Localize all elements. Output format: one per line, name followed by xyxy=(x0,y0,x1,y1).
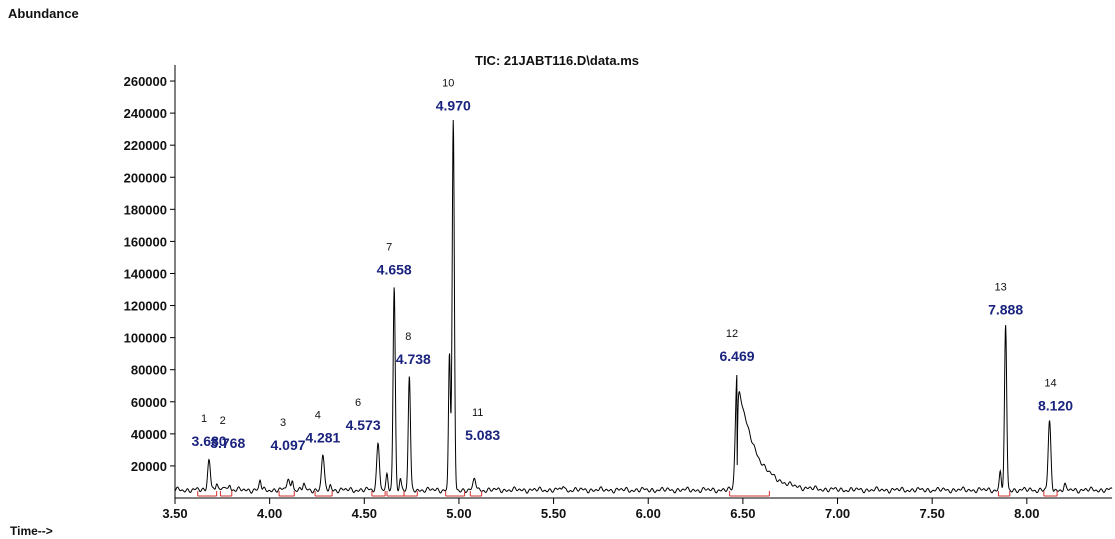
ticks: 2000040000600008000010000012000014000016… xyxy=(124,74,1040,521)
y-axis-label: Abundance xyxy=(8,6,79,21)
peak-rt-label: 4.097 xyxy=(270,437,305,453)
x-tick-label: 4.50 xyxy=(352,506,377,521)
baseline-group xyxy=(197,491,1058,497)
trace-group xyxy=(174,120,1113,494)
tic-trace-line xyxy=(174,120,1113,494)
y-tick-label: 60000 xyxy=(131,395,167,410)
axes xyxy=(174,65,1112,499)
y-tick-label: 200000 xyxy=(124,170,167,185)
x-tick-label: 7.50 xyxy=(920,506,945,521)
x-tick-label: 5.00 xyxy=(446,506,471,521)
peak-rt-label: 8.120 xyxy=(1038,398,1073,414)
peak-rt-label: 5.083 xyxy=(465,427,500,443)
peak-number-label: 3 xyxy=(280,417,286,429)
y-tick-label: 160000 xyxy=(124,234,167,249)
y-tick-label: 140000 xyxy=(124,266,167,281)
y-tick-label: 180000 xyxy=(124,202,167,217)
x-tick-label: 3.50 xyxy=(162,506,187,521)
x-tick-label: 6.00 xyxy=(636,506,661,521)
peak-number-label: 2 xyxy=(220,415,226,427)
y-tick-label: 220000 xyxy=(124,138,167,153)
peak-number-label: 7 xyxy=(386,241,392,253)
x-tick-label: 4.00 xyxy=(257,506,282,521)
y-tick-label: 260000 xyxy=(124,74,167,89)
chart-title: TIC: 21JABT116.D\data.ms xyxy=(475,53,640,68)
y-tick-label: 100000 xyxy=(124,331,167,346)
peak-number-label: 8 xyxy=(405,331,411,343)
peak-number-label: 4 xyxy=(315,410,321,422)
y-tick-label: 40000 xyxy=(131,427,167,442)
y-tick-label: 120000 xyxy=(124,299,167,314)
peak-number-label: 11 xyxy=(472,407,483,419)
peak-number-label: 12 xyxy=(726,328,738,340)
peak-rt-label: 4.658 xyxy=(377,261,412,277)
peak-rt-label: 3.680 xyxy=(192,433,227,449)
peak-number-label: 10 xyxy=(442,78,454,90)
x-tick-label: 5.50 xyxy=(541,506,566,521)
x-tick-label: 6.50 xyxy=(730,506,755,521)
peak-number-label: 14 xyxy=(1044,378,1056,390)
y-tick-label: 80000 xyxy=(131,363,167,378)
peak-rt-label: 4.573 xyxy=(346,417,381,433)
peak-number-label: 1 xyxy=(201,413,207,425)
y-tick-label: 240000 xyxy=(124,106,167,121)
peak-rt-label: 3.768 xyxy=(210,435,245,451)
x-axis-label: Time--> xyxy=(10,524,53,538)
y-tick-label: 20000 xyxy=(131,459,167,474)
peak-number-label: 13 xyxy=(994,281,1006,293)
peak-rt-label: 4.281 xyxy=(305,430,340,446)
peak-labels: 1 3.680 2 3.768 3 4.097 4 4.281 6 4.573 7 4.658 8 4.7… xyxy=(192,78,1074,453)
peak-rt-label: 4.970 xyxy=(436,98,471,114)
peak-number-label: 6 xyxy=(355,397,361,409)
peak-rt-label: 7.888 xyxy=(988,301,1023,317)
x-tick-label: 7.00 xyxy=(825,506,850,521)
peak-rt-label: 4.738 xyxy=(396,351,431,367)
x-tick-label: 8.00 xyxy=(1014,506,1039,521)
peak-rt-label: 6.469 xyxy=(719,348,754,364)
